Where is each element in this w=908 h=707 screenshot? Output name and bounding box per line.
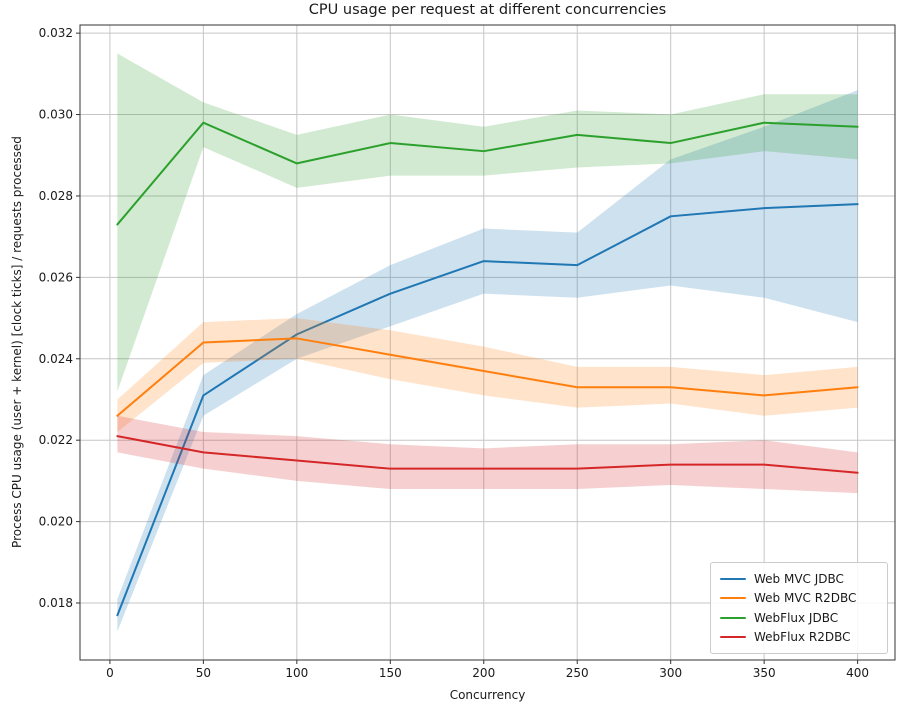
y-tick-label: 0.022 — [39, 433, 73, 447]
x-axis-label: Concurrency — [449, 688, 526, 702]
legend-item: WebFlux JDBC — [720, 611, 878, 625]
series-line-web-mvc-r2dbc — [116, 337, 859, 417]
legend-item-label: WebFlux JDBC — [754, 610, 839, 625]
axes-frame — [79, 24, 896, 661]
confidence-band-web-mvc-r2dbc — [117, 318, 858, 433]
legend-item: Web MVC R2DBC — [720, 591, 878, 605]
x-tick-label: 300 — [659, 666, 682, 680]
series-line-web-mvc-jdbc — [116, 203, 859, 617]
y-tick-label: 0.028 — [39, 189, 73, 203]
legend-item: Web MVC JDBC — [720, 572, 878, 586]
x-tick-label: 400 — [846, 666, 869, 680]
legend-line-sample — [720, 635, 746, 638]
y-tick-label: 0.020 — [39, 515, 73, 529]
legend-item: WebFlux R2DBC — [720, 630, 878, 644]
legend-line-sample — [720, 597, 746, 600]
x-tick-label: 350 — [753, 666, 776, 680]
series-line-webflux-r2dbc — [116, 435, 859, 474]
confidence-band-web-mvc-jdbc — [117, 90, 858, 632]
legend-item-label: Web MVC JDBC — [754, 572, 844, 587]
y-tick-label: 0.030 — [39, 108, 73, 122]
x-tick-label: 0 — [106, 666, 114, 680]
y-axis-label: Process CPU usage (user + kernel) [clock… — [10, 136, 24, 548]
y-tick-label: 0.032 — [39, 26, 73, 40]
y-tick-label: 0.018 — [39, 596, 73, 610]
legend-item-label: WebFlux R2DBC — [754, 629, 851, 644]
legend: Web MVC JDBC Web MVC R2DBC WebFlux JDBC Web… — [710, 562, 888, 654]
legend-line-sample — [720, 578, 746, 581]
confidence-band-webflux-jdbc — [117, 53, 858, 392]
y-tick-label: 0.024 — [39, 352, 73, 366]
legend-line-sample — [720, 616, 746, 619]
series-line-webflux-jdbc — [116, 121, 859, 226]
x-tick-label: 100 — [285, 666, 308, 680]
x-tick-label: 250 — [566, 666, 589, 680]
x-tick-label: 150 — [379, 666, 402, 680]
x-tick-label: 200 — [472, 666, 495, 680]
chart-title: CPU usage per request at different concu… — [308, 2, 667, 18]
legend-item-label: Web MVC R2DBC — [754, 591, 857, 606]
confidence-band-webflux-r2dbc — [117, 415, 858, 494]
x-tick-label: 50 — [196, 666, 211, 680]
y-tick-label: 0.026 — [39, 270, 73, 284]
